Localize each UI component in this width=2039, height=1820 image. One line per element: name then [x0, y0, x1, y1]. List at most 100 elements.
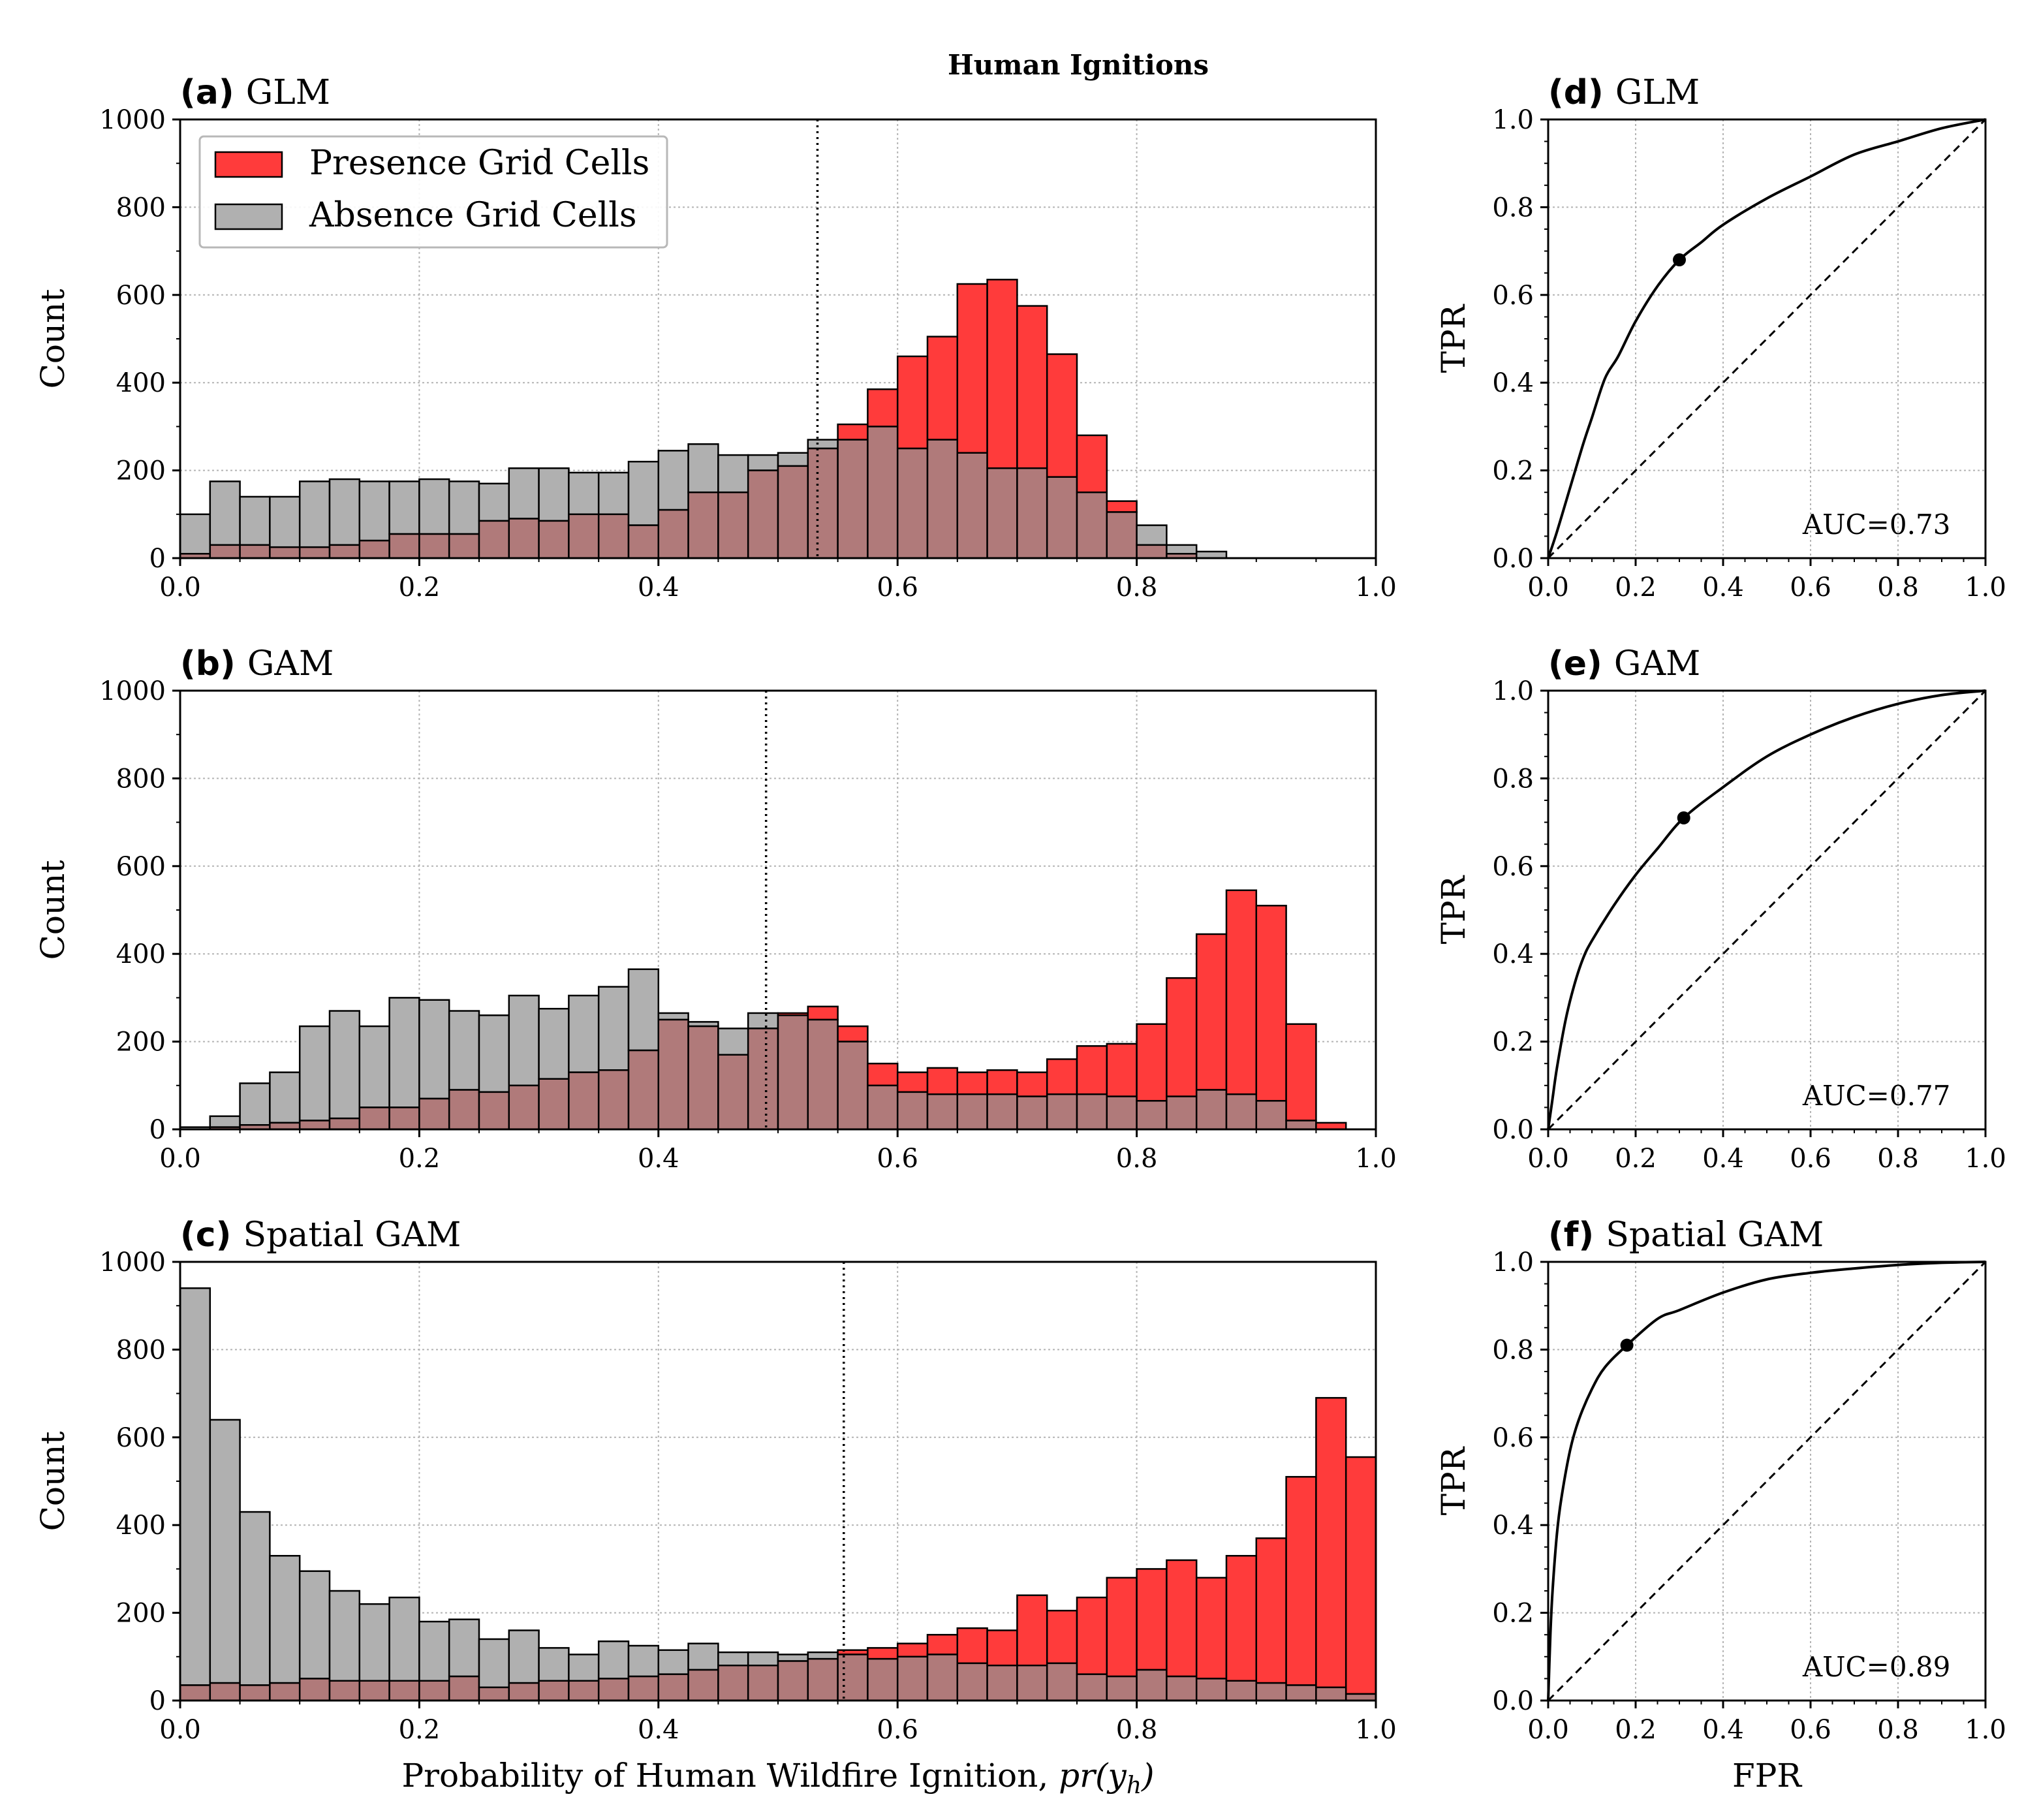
presence-bar	[1106, 500, 1138, 513]
histogram-panel-b: 0.0 0.2 0.4 0.6 0.8 1.0 0 200 400 600 800 1000 (b) G…	[34, 644, 1397, 1174]
roc-curve	[1547, 118, 1986, 559]
y-axis-label: TPR	[1435, 1446, 1472, 1515]
absence-bar	[388, 1596, 420, 1682]
overlap-bar	[777, 1660, 809, 1702]
panel-title-text: GLM	[246, 73, 330, 112]
y-tick-label: 0.4	[1492, 368, 1534, 398]
absence-bar	[627, 1644, 660, 1678]
overlap-bar	[896, 1655, 929, 1702]
overlap-bar	[388, 1680, 420, 1702]
y-tick-label: 1000	[99, 676, 166, 706]
panel-letter: (b)	[180, 644, 247, 683]
overlap-bar	[328, 1117, 361, 1131]
overlap-bar	[807, 447, 839, 559]
absence-bar	[687, 443, 719, 494]
presence-bar	[1016, 1594, 1048, 1667]
presence-bar	[896, 355, 929, 450]
presence-bar	[986, 1069, 1018, 1095]
overlap-bar	[777, 1014, 809, 1131]
overlap-bar	[448, 1675, 480, 1702]
absence-bar	[269, 1071, 301, 1124]
overlap-bar	[926, 1093, 959, 1131]
overlap-bar	[298, 1120, 331, 1131]
overlap-bar	[298, 546, 331, 559]
x-tick-label: 1.0	[1355, 573, 1397, 603]
overlap-bar	[1255, 1100, 1287, 1131]
overlap-bar	[448, 1089, 480, 1131]
overlap-bar	[867, 1657, 899, 1702]
overlap-bar	[1016, 1095, 1048, 1131]
absence-bar	[478, 1638, 510, 1689]
histogram-panel-c: 0.0 0.2 0.4 0.6 0.8 1.0 0 200 400 600 800 1000 (c) S…	[34, 1216, 1397, 1799]
overlap-bar	[896, 1091, 929, 1131]
x-tick-label: 0.4	[1702, 573, 1744, 603]
presence-bar	[1195, 1577, 1228, 1680]
presence-bar	[956, 1627, 988, 1665]
overlap-bar	[269, 1682, 301, 1702]
overlap-bar	[1136, 544, 1168, 559]
y-tick-label: 400	[116, 368, 166, 398]
y-tick-label: 1.0	[1492, 1247, 1534, 1278]
absence-bar	[328, 478, 361, 546]
panel-title: (b) GAM	[180, 644, 334, 683]
overlap-bar	[1076, 1093, 1108, 1131]
overlap-bar	[837, 1654, 869, 1702]
y-tick-label: 800	[116, 1335, 166, 1365]
overlap-bar	[418, 533, 450, 559]
x-tick-label: 1.0	[1965, 1715, 2006, 1745]
overlap-bar	[867, 1084, 899, 1131]
overlap-bar	[209, 544, 241, 559]
absence-bar	[627, 968, 660, 1052]
x-axis-label: FPR	[1732, 1757, 1802, 1795]
x-tick-label: 0.0	[1527, 573, 1569, 603]
overlap-bar	[478, 1091, 510, 1131]
x-tick-label: 0.0	[1527, 1715, 1569, 1745]
panel-title-text: GAM	[1614, 644, 1700, 683]
overlap-bar	[627, 1049, 660, 1131]
overlap-bar	[807, 1657, 839, 1702]
panel-letter: (c)	[180, 1216, 243, 1255]
y-tick-label: 400	[116, 1511, 166, 1541]
x-tick-label: 0.2	[1615, 1715, 1657, 1745]
presence-bar	[1136, 1023, 1168, 1102]
absence-bar	[747, 1012, 779, 1029]
overlap-bar	[418, 1680, 450, 1702]
overlap-bar	[1136, 1669, 1168, 1702]
x-tick-label: 0.6	[877, 1144, 918, 1174]
y-tick-label: 0.6	[1492, 1423, 1534, 1453]
overlap-bar	[298, 1678, 331, 1702]
panel-letter: (f)	[1548, 1216, 1606, 1255]
overlap-bar	[956, 1662, 988, 1702]
overlap-bar	[896, 447, 929, 559]
overlap-bar	[956, 1093, 988, 1131]
overlap-bar	[657, 1673, 689, 1702]
absence-bar	[717, 1028, 749, 1056]
x-tick-label: 0.0	[159, 573, 201, 603]
overlap-bar	[867, 426, 899, 559]
absence-bar	[538, 467, 570, 522]
absence-bar	[448, 1618, 480, 1678]
overlap-bar	[1106, 1095, 1138, 1131]
y-tick-label: 1.0	[1492, 676, 1534, 706]
presence-bar	[1046, 353, 1078, 478]
presence-bar	[1076, 1045, 1108, 1095]
absence-bar	[657, 1649, 689, 1675]
presence-bar	[867, 1647, 899, 1660]
overlap-bar	[388, 1106, 420, 1131]
y-axis-label: Count	[34, 289, 72, 389]
roc-panel-d: AUC=0.73 0.0 0.2 0.4 0.6 0.8 1.0 0.0 0.2 0.4 0.6 0.…	[1435, 73, 2006, 603]
overlap-bar	[1016, 467, 1048, 559]
presence-bar	[1285, 1476, 1317, 1686]
overlap-bar	[239, 544, 271, 559]
absence-bar	[777, 1654, 809, 1662]
absence-bar	[777, 452, 809, 467]
absence-bar	[179, 513, 211, 555]
overlap-bar	[807, 1018, 839, 1131]
legend: Presence Grid Cells Absence Grid Cells	[198, 135, 668, 249]
overlap-bar	[538, 520, 570, 559]
y-tick-label: 600	[116, 852, 166, 882]
absence-bar	[568, 1654, 600, 1682]
overlap-bar	[1285, 1120, 1317, 1131]
overlap-bar	[597, 1069, 630, 1131]
overlap-bar	[1106, 511, 1138, 559]
